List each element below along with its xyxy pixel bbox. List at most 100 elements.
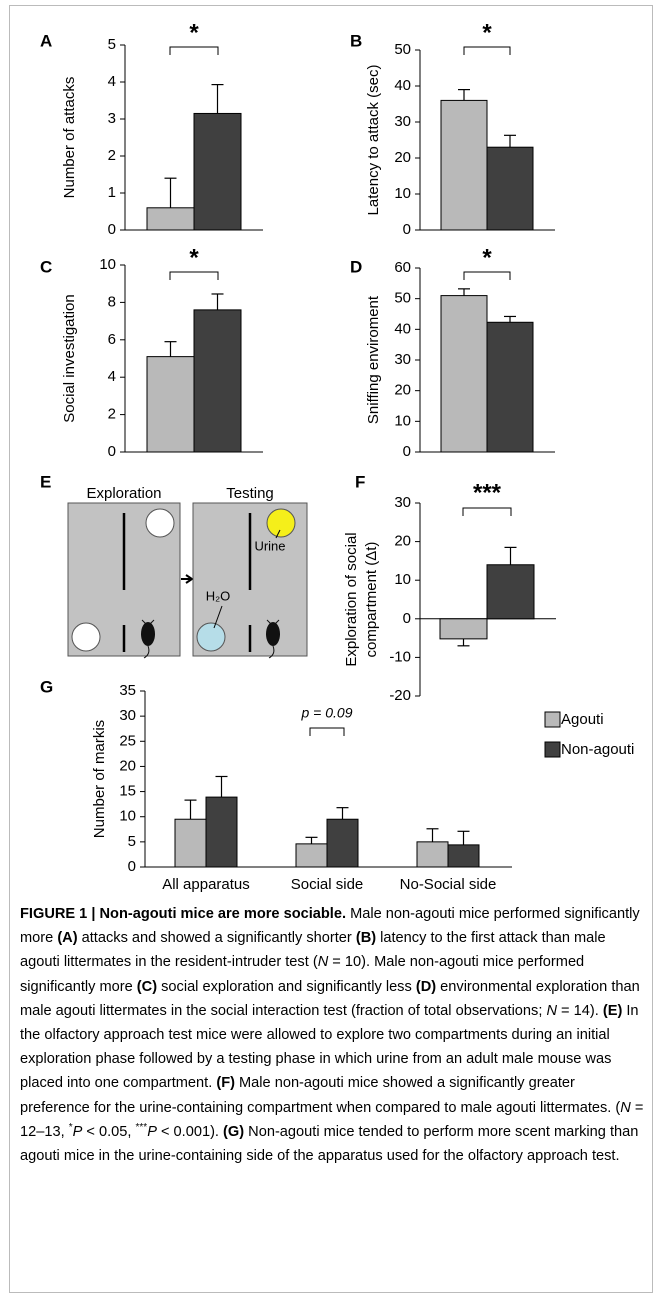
water-dish [196, 622, 226, 652]
significance-bracket [309, 727, 345, 736]
y-tick-label: 0 [108, 443, 116, 460]
caption-text: (C) [136, 978, 158, 995]
significance-label: p = 0.09 [301, 705, 353, 721]
bar [486, 321, 534, 453]
caption-text: < 0.001). [156, 1123, 224, 1140]
bar [295, 843, 328, 868]
pointer [213, 605, 223, 629]
significance-bracket [169, 271, 219, 280]
y-tick-label: 0 [128, 858, 136, 875]
arrow [181, 574, 194, 584]
y-tick-label: 3 [108, 110, 116, 127]
y-tick-label: 2 [108, 147, 116, 164]
caption-text: attacks and showed a significantly short… [77, 930, 356, 947]
caption-text: P [147, 1123, 157, 1140]
caption-text: environmental exploration than male agou… [20, 978, 640, 1019]
y-tick-label: 40 [394, 77, 411, 94]
caption-text: (A) [57, 930, 78, 947]
bar [326, 818, 359, 868]
caption-text: Non-agouti mice tended to perform more s… [20, 1123, 639, 1165]
caption-text: latency to the first attack than male ag… [20, 930, 606, 971]
legend-label: Agouti [561, 711, 604, 728]
bar [440, 295, 488, 453]
y-tick-label: 4 [108, 73, 116, 90]
caption-text: (G) [223, 1123, 245, 1140]
y-tick-label: 60 [394, 259, 411, 276]
y-tick-label: 8 [108, 293, 116, 310]
panel-label: A [40, 31, 52, 50]
caption-text: N [317, 954, 329, 971]
bar [193, 309, 242, 453]
legend-label: Non-agouti [561, 741, 634, 758]
bar [447, 844, 480, 868]
x-tick-label: Social side [291, 876, 364, 893]
mouse [141, 619, 155, 659]
y-tick-label: 30 [119, 707, 136, 724]
caption-text: In the olfactory approach test mice were… [20, 1002, 639, 1092]
y-tick-label: 20 [394, 149, 411, 166]
y-tick-label: 20 [119, 757, 136, 774]
bar [416, 841, 449, 868]
y-tick-label: -10 [389, 648, 411, 665]
phase-label: Exploration [86, 485, 161, 502]
significance-bracket [463, 271, 511, 280]
panel-label: G [40, 677, 53, 696]
y-tick-label: -20 [389, 687, 411, 704]
caption-text: (F) [216, 1075, 235, 1092]
panel-label: F [355, 472, 365, 491]
caption-text: < 0.05, [82, 1123, 136, 1140]
significance-label: * [482, 19, 492, 46]
caption-text: Male non-agouti mice showed a significan… [20, 1075, 621, 1116]
x-tick-label: All apparatus [162, 876, 250, 893]
figure-border [9, 5, 653, 1293]
y-axis-label: Number of markis [91, 720, 108, 838]
phase-label: Testing [226, 485, 274, 502]
y-tick-label: 0 [403, 443, 411, 460]
caption-text: * [68, 1121, 73, 1133]
panel-label: D [350, 257, 362, 276]
bar [193, 112, 242, 231]
dish [145, 508, 175, 538]
caption: FIGURE 1 | Non-agouti mice are more soci… [20, 902, 646, 1168]
y-axis-label: Number of attacks [61, 77, 78, 199]
significance-label: * [189, 19, 199, 46]
bar [205, 796, 238, 868]
y-axis-label: Social investigation [61, 294, 78, 422]
y-tick-label: 30 [394, 351, 411, 368]
urine-dish [266, 508, 296, 538]
y-tick-label: 6 [108, 331, 116, 348]
y-axis-label: Exploration of social [343, 532, 360, 666]
significance-bracket [169, 46, 219, 55]
legend-swatch [544, 741, 561, 758]
y-axis-label: Sniffing enviroment [365, 295, 382, 424]
bar [440, 99, 488, 231]
y-axis-label: Latency to attack (sec) [365, 65, 382, 216]
caption-text: (D) [415, 978, 437, 995]
y-tick-label: 0 [108, 221, 116, 238]
y-tick-label: 50 [394, 290, 411, 307]
significance-bracket [462, 507, 512, 516]
caption-text: (B) [355, 930, 377, 947]
y-tick-label: 10 [99, 256, 116, 273]
caption-text: Male non-agouti mice performed significa… [20, 906, 640, 947]
caption-text: (E) [602, 1002, 623, 1019]
significance-label: * [189, 244, 199, 271]
y-tick-label: 25 [119, 732, 136, 749]
y-tick-label: 40 [394, 320, 411, 337]
panel-label: C [40, 257, 52, 276]
bar [439, 618, 488, 640]
caption-text: = 12–13, [20, 1099, 644, 1140]
y-tick-label: 10 [119, 808, 136, 825]
bar [146, 207, 195, 231]
y-tick-label: 10 [394, 412, 411, 429]
y-tick-label: 5 [128, 833, 136, 850]
significance-label: * [482, 244, 492, 271]
y-tick-label: 10 [394, 571, 411, 588]
y-tick-label: 30 [394, 113, 411, 130]
caption-text: = 10). Male non-agouti mice performed si… [20, 954, 585, 995]
caption-text: P [72, 1123, 83, 1140]
x-tick-label: No-Social side [400, 876, 497, 893]
y-tick-label: 50 [394, 41, 411, 58]
